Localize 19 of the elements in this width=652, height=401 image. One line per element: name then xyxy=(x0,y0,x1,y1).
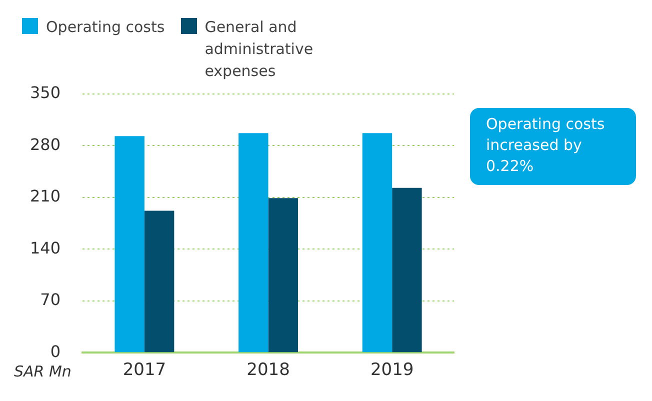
x-tick-label: 2018 xyxy=(246,360,290,380)
bar xyxy=(238,133,268,352)
bar xyxy=(144,210,174,352)
bar xyxy=(268,198,298,352)
y-tick-label: 350 xyxy=(30,83,61,102)
legend-label: Operating costs xyxy=(46,17,165,38)
text: Operating costs increased by 0.22% xyxy=(470,108,636,185)
y-tick-label: 70 xyxy=(40,290,61,310)
y-tick-label: 0 xyxy=(50,342,61,361)
bar xyxy=(362,133,392,352)
y-tick-label: 280 xyxy=(30,134,61,154)
x-tick-label: 2019 xyxy=(370,360,414,380)
bar xyxy=(114,136,144,352)
y-axis-title: SAR Mn xyxy=(14,362,72,380)
legend-label: General and administrative expenses xyxy=(204,17,314,82)
bar xyxy=(392,188,422,352)
y-tick-label: 140 xyxy=(30,238,61,258)
x-tick-label: 2017 xyxy=(122,360,166,380)
y-tick-label: 210 xyxy=(30,186,61,206)
